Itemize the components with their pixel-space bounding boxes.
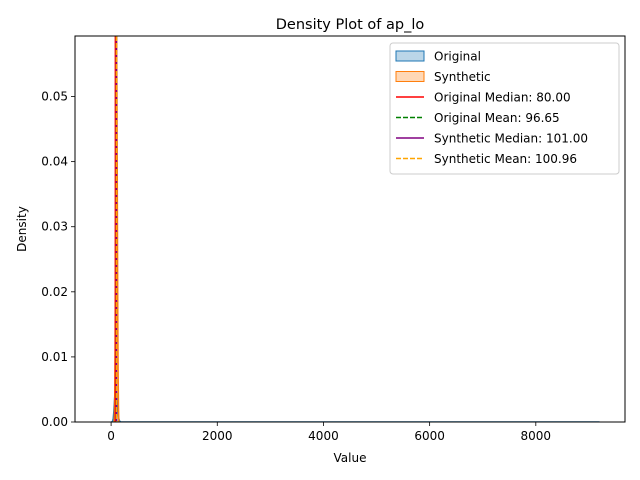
plot-frame (74, 35, 626, 423)
legend-box (389, 42, 620, 175)
y-tick-label: 0.02 (41, 285, 68, 299)
y-tick-label: 0.05 (41, 90, 68, 104)
y-tick-label: 0.01 (41, 350, 68, 364)
y-axis-label: Density (15, 206, 29, 252)
legend-label: Original Mean: 96.65 (434, 111, 560, 125)
x-axis: 0 2000 4000 6000 8000 (107, 422, 551, 443)
y-axis: 0.00 0.01 0.02 0.03 0.04 0.05 (41, 90, 75, 429)
x-tick-label: 6000 (414, 429, 445, 443)
x-tick-label: 8000 (521, 429, 552, 443)
x-axis-label: Value (334, 451, 367, 465)
chart-title: Density Plot of ap_lo (276, 17, 425, 33)
y-tick-label: 0.04 (41, 155, 68, 169)
legend-label: Original (434, 50, 481, 64)
legend-label: Synthetic Median: 101.00 (434, 132, 588, 146)
x-tick-label: 2000 (202, 429, 233, 443)
y-tick-label: 0.00 (41, 415, 68, 429)
legend: Original Synthetic Original Median: 80.00 O… (389, 42, 620, 175)
legend-swatch (395, 71, 425, 82)
y-tick-label: 0.03 (41, 220, 68, 234)
x-tick-label: 4000 (308, 429, 339, 443)
x-tick-label: 0 (107, 429, 115, 443)
legend-label: Original Median: 80.00 (434, 91, 571, 105)
legend-label: Synthetic Mean: 100.96 (434, 152, 577, 166)
reference-lines (114, 36, 118, 422)
legend-swatch (395, 50, 425, 62)
legend-label: Synthetic (434, 70, 491, 84)
